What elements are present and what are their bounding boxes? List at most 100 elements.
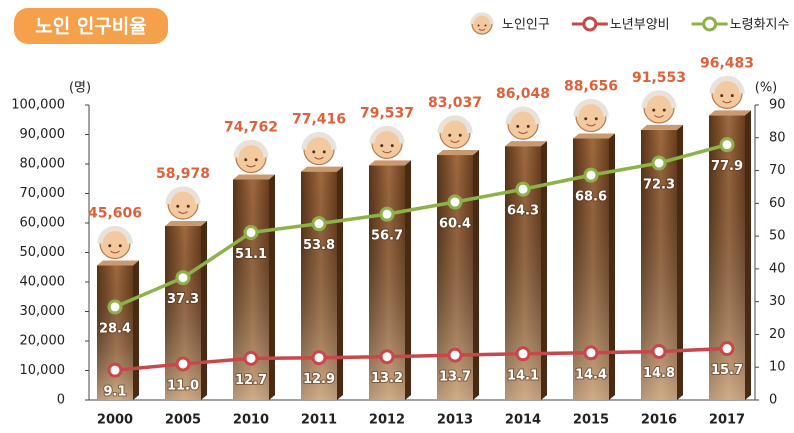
y2-tick-label: 40 bbox=[769, 261, 786, 276]
line-value-label: 56.7 bbox=[371, 229, 403, 244]
bar-top bbox=[301, 167, 343, 172]
legend-marker bbox=[584, 18, 596, 30]
face-eye bbox=[448, 134, 451, 137]
line-value-label: 15.7 bbox=[711, 363, 743, 378]
face-eye bbox=[391, 144, 394, 147]
legend-label: 노년부양비 bbox=[610, 18, 670, 33]
face-eye bbox=[663, 109, 666, 112]
line-marker bbox=[585, 347, 597, 359]
line-marker bbox=[109, 301, 121, 313]
line-value-label: 37.3 bbox=[167, 292, 199, 307]
line-marker bbox=[653, 345, 665, 357]
x-tick-label: 2012 bbox=[369, 413, 405, 428]
line-value-label: 72.3 bbox=[643, 178, 675, 193]
chart: 노인 인구비율 (명) (%) 노인인구노년부양비노령화지수 010,00020… bbox=[0, 0, 794, 433]
bar-shade bbox=[437, 155, 473, 400]
bar-side bbox=[269, 174, 275, 400]
line-marker bbox=[381, 208, 393, 220]
line-value-label: 12.9 bbox=[303, 372, 335, 387]
bar-value-label: 88,656 bbox=[564, 78, 618, 94]
y2-tick-label: 30 bbox=[769, 294, 786, 309]
bar-value-label: 58,978 bbox=[156, 166, 210, 182]
y-tick-label: 10,000 bbox=[20, 363, 66, 378]
bar-side bbox=[337, 167, 343, 400]
face-eye bbox=[516, 125, 519, 128]
y2-tick-label: 50 bbox=[769, 229, 786, 244]
line-value-label: 14.4 bbox=[575, 367, 607, 382]
bar-top bbox=[641, 125, 683, 130]
bar-top bbox=[573, 133, 615, 138]
line-value-label: 28.4 bbox=[99, 321, 131, 336]
bar-top bbox=[437, 150, 479, 155]
face-eye bbox=[584, 117, 587, 120]
y2-tick-label: 10 bbox=[769, 360, 786, 375]
line-value-label: 77.9 bbox=[711, 159, 743, 174]
bar-side bbox=[405, 160, 411, 400]
y2-tick-label: 90 bbox=[769, 98, 786, 113]
face-eye bbox=[255, 158, 258, 161]
line-marker bbox=[381, 351, 393, 363]
legend-label: 노인인구 bbox=[502, 18, 550, 33]
line-value-label: 13.2 bbox=[371, 371, 403, 386]
bar-top bbox=[97, 260, 139, 265]
y2-tick-label: 70 bbox=[769, 163, 786, 178]
line-marker bbox=[245, 352, 257, 364]
bar-side bbox=[133, 260, 139, 400]
face-eye bbox=[720, 94, 723, 97]
bar-top bbox=[709, 110, 751, 115]
line-value-label: 64.3 bbox=[507, 204, 539, 219]
bar-value-label: 74,762 bbox=[224, 119, 278, 135]
line-value-label: 53.8 bbox=[303, 238, 335, 253]
line-marker bbox=[313, 218, 325, 230]
line-marker bbox=[585, 169, 597, 181]
face-eye bbox=[323, 150, 326, 153]
bar-value-label: 91,553 bbox=[632, 70, 686, 86]
y-tick-label: 90,000 bbox=[20, 127, 66, 142]
line-value-label: 9.1 bbox=[103, 385, 126, 400]
y2-axis-label: (%) bbox=[755, 81, 778, 96]
y2-tick-label: 20 bbox=[769, 327, 786, 342]
bar-shade bbox=[369, 165, 405, 400]
y-tick-label: 80,000 bbox=[20, 157, 66, 172]
line-value-label: 14.1 bbox=[507, 368, 539, 383]
line-marker bbox=[517, 183, 529, 195]
y-tick-label: 0 bbox=[57, 393, 65, 408]
x-tick-label: 2014 bbox=[505, 413, 541, 428]
y2-tick-label: 0 bbox=[769, 393, 777, 408]
y2-tick-label: 60 bbox=[769, 196, 786, 211]
face-eye bbox=[187, 205, 190, 208]
legend-marker bbox=[704, 18, 716, 30]
x-tick-label: 2010 bbox=[233, 413, 269, 428]
face-eye bbox=[244, 158, 247, 161]
bar-value-label: 96,483 bbox=[700, 55, 754, 71]
x-tick-label: 2016 bbox=[641, 413, 677, 428]
line-marker bbox=[245, 227, 257, 239]
line-marker bbox=[177, 272, 189, 284]
bar-side bbox=[201, 221, 207, 400]
line-value-label: 51.1 bbox=[235, 247, 267, 262]
face-eye bbox=[478, 25, 480, 27]
bar-top bbox=[165, 221, 207, 226]
bar-side bbox=[745, 110, 751, 400]
bar-value-label: 45,606 bbox=[88, 205, 142, 221]
y-axis-label: (명) bbox=[69, 81, 91, 96]
y-tick-label: 40,000 bbox=[20, 275, 66, 290]
bar-shade bbox=[165, 226, 201, 400]
line-marker bbox=[517, 348, 529, 360]
line-value-label: 14.8 bbox=[643, 366, 675, 381]
line-value-label: 12.7 bbox=[235, 373, 267, 388]
x-tick-label: 2000 bbox=[97, 413, 133, 428]
face-eye bbox=[652, 109, 655, 112]
x-tick-label: 2017 bbox=[709, 413, 745, 428]
y-tick-label: 20,000 bbox=[20, 334, 66, 349]
line-marker bbox=[313, 352, 325, 364]
y-tick-label: 30,000 bbox=[20, 304, 66, 319]
bar-top bbox=[369, 160, 411, 165]
bar-value-label: 83,037 bbox=[428, 95, 482, 111]
x-tick-label: 2013 bbox=[437, 413, 473, 428]
bar-side bbox=[541, 141, 547, 400]
x-tick-label: 2005 bbox=[165, 413, 201, 428]
line-marker bbox=[449, 349, 461, 361]
face-eye bbox=[527, 125, 530, 128]
